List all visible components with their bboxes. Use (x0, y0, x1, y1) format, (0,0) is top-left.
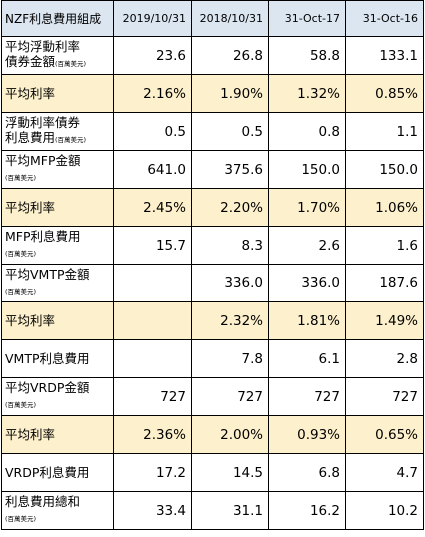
column-header: 31-Oct-17 (268, 0, 346, 37)
column-header: 31-Oct-16 (345, 0, 424, 37)
table-cell: 10.2 (345, 491, 424, 530)
table-cell: 17.2 (113, 453, 192, 492)
table-title: NZF利息費用組成 (1, 0, 114, 37)
unit-note: (百萬美元) (5, 401, 37, 409)
table-cell: 0.85% (345, 74, 424, 113)
column-header: 2018/10/31 (191, 0, 269, 37)
table-cell: 336.0 (191, 264, 269, 302)
table-cell: 7.8 (191, 339, 269, 378)
table-cell: 2.00% (191, 415, 269, 454)
table-row: 平均利率 2.16% 1.90% 1.32% 0.85% (1, 74, 424, 113)
table-cell: 0.5 (113, 112, 192, 151)
table-cell: 727 (191, 377, 269, 416)
table-cell: 727 (268, 377, 346, 416)
table-cell: 1.49% (345, 301, 424, 340)
table-cell: 33.4 (113, 491, 192, 530)
table-cell: 2.6 (268, 226, 346, 265)
table-cell: 0.8 (268, 112, 346, 151)
table-cell: 58.8 (268, 36, 346, 75)
table-cell: 0.5 (191, 112, 269, 151)
table-cell: 375.6 (191, 150, 269, 189)
row-label: 平均浮動利率 債券金額(百萬美元) (1, 36, 114, 75)
table-cell: 23.6 (113, 36, 192, 75)
table-row: 平均VMTP金額 (百萬美元) 336.0 336.0 187.6 (1, 264, 424, 302)
table-cell: 2.20% (191, 188, 269, 227)
table-cell (113, 264, 192, 302)
table-cell: 1.6 (345, 226, 424, 265)
table-row: 利息費用總和 (百萬美元) 33.4 31.1 16.2 10.2 (1, 491, 424, 530)
table-row: 平均利率 2.32% 1.81% 1.49% (1, 301, 424, 340)
table-cell: 4.7 (345, 453, 424, 492)
table-cell: 26.8 (191, 36, 269, 75)
unit-note: (百萬美元) (5, 515, 37, 523)
row-label: 平均利率 (1, 301, 114, 340)
table-cell: 1.70% (268, 188, 346, 227)
table-row: 平均VRDP金額 (百萬美元) 727 727 727 727 (1, 377, 424, 416)
table-cell (113, 339, 192, 378)
unit-note: (百萬美元) (5, 250, 37, 258)
table-cell: 2.45% (113, 188, 192, 227)
table-cell: 1.1 (345, 112, 424, 151)
table-row: VRDP利息費用 17.2 14.5 6.8 4.7 (1, 453, 424, 492)
table-cell: 14.5 (191, 453, 269, 492)
column-header: 2019/10/31 (113, 0, 192, 37)
table-cell: 1.90% (191, 74, 269, 113)
row-label: 平均MFP金額 (百萬美元) (1, 150, 114, 189)
unit-note: (百萬美元) (5, 287, 37, 296)
table-cell: 150.0 (345, 150, 424, 189)
table-row: 平均利率 2.36% 2.00% 0.93% 0.65% (1, 415, 424, 454)
table-cell: 31.1 (191, 491, 269, 530)
table-cell: 2.32% (191, 301, 269, 340)
table-cell: 6.8 (268, 453, 346, 492)
table-cell: 2.36% (113, 415, 192, 454)
table-cell: 150.0 (268, 150, 346, 189)
unit-note: (百萬美元) (55, 60, 87, 68)
table-cell: 8.3 (191, 226, 269, 265)
table-row: 平均MFP金額 (百萬美元) 641.0 375.6 150.0 150.0 (1, 150, 424, 189)
row-label: 平均利率 (1, 74, 114, 113)
table-row: 平均浮動利率 債券金額(百萬美元) 23.6 26.8 58.8 133.1 (1, 36, 424, 75)
unit-note: (百萬美元) (55, 136, 87, 144)
table-row: VMTP利息費用 7.8 6.1 2.8 (1, 339, 424, 378)
row-label: 平均VRDP金額 (百萬美元) (1, 377, 114, 416)
table-cell: 16.2 (268, 491, 346, 530)
unit-note: (百萬美元) (5, 174, 37, 182)
row-label: VMTP利息費用 (1, 339, 114, 378)
row-label: MFP利息費用 (百萬美元) (1, 226, 114, 265)
row-label: 平均利率 (1, 415, 114, 454)
table-row: MFP利息費用 (百萬美元) 15.7 8.3 2.6 1.6 (1, 226, 424, 265)
table-cell: 2.16% (113, 74, 192, 113)
table-cell: 336.0 (268, 264, 346, 302)
table-row: 平均利率 2.45% 2.20% 1.70% 1.06% (1, 188, 424, 227)
header-row: NZF利息費用組成 2019/10/31 2018/10/31 31-Oct-1… (1, 0, 424, 37)
table-cell: 1.06% (345, 188, 424, 227)
table-cell: 1.32% (268, 74, 346, 113)
table-cell: 2.8 (345, 339, 424, 378)
table-cell: 727 (345, 377, 424, 416)
table-cell: 187.6 (345, 264, 424, 302)
table-cell: 641.0 (113, 150, 192, 189)
table-cell: 727 (113, 377, 192, 416)
row-label: 平均VMTP金額 (百萬美元) (1, 264, 114, 302)
table-row: 浮動利率債券 利息費用(百萬美元) 0.5 0.5 0.8 1.1 (1, 112, 424, 151)
row-label: VRDP利息費用 (1, 453, 114, 492)
table-cell: 133.1 (345, 36, 424, 75)
table-cell: 0.93% (268, 415, 346, 454)
table-cell: 1.81% (268, 301, 346, 340)
table-cell: 6.1 (268, 339, 346, 378)
row-label: 利息費用總和 (百萬美元) (1, 491, 114, 530)
table-cell: 15.7 (113, 226, 192, 265)
row-label: 浮動利率債券 利息費用(百萬美元) (1, 112, 114, 151)
row-label: 平均利率 (1, 188, 114, 227)
table-cell (113, 301, 192, 340)
table-cell: 0.65% (345, 415, 424, 454)
